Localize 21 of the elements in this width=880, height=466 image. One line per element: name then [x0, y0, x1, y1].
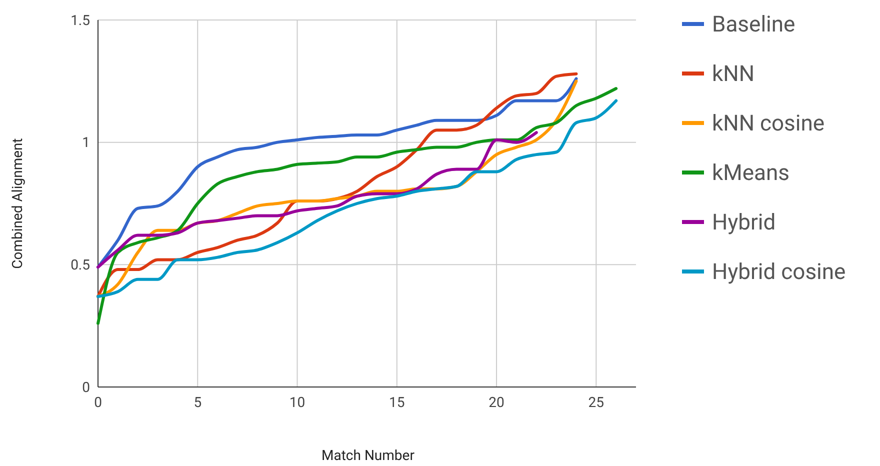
legend-label: kMeans [712, 161, 790, 186]
legend-label: Baseline [712, 12, 796, 38]
x-tick-label: 15 [389, 395, 405, 411]
y-tick-label: 1 [82, 135, 90, 152]
x-tick-label: 25 [588, 395, 604, 411]
x-tick-label: 0 [94, 395, 102, 411]
line-series [96, 99, 618, 298]
legend-label: kNN cosine [712, 112, 825, 137]
legend-label: Hybrid [712, 210, 776, 236]
y-tick-label: 0.5 [70, 258, 90, 274]
x-tick-label: 10 [289, 395, 306, 411]
legend-label: kNN [712, 62, 755, 88]
y-axis-title: Combined Alignment [10, 138, 26, 269]
x-axis-title: Match Number [322, 448, 415, 464]
legend-label: Hybrid cosine [712, 260, 846, 286]
line-series [96, 87, 618, 325]
line-series [96, 131, 538, 269]
y-tick-label: 1.5 [70, 12, 90, 29]
x-tick-label: 5 [194, 395, 202, 411]
x-tick-label: 20 [488, 395, 505, 411]
y-tick-label: 0 [82, 380, 90, 396]
